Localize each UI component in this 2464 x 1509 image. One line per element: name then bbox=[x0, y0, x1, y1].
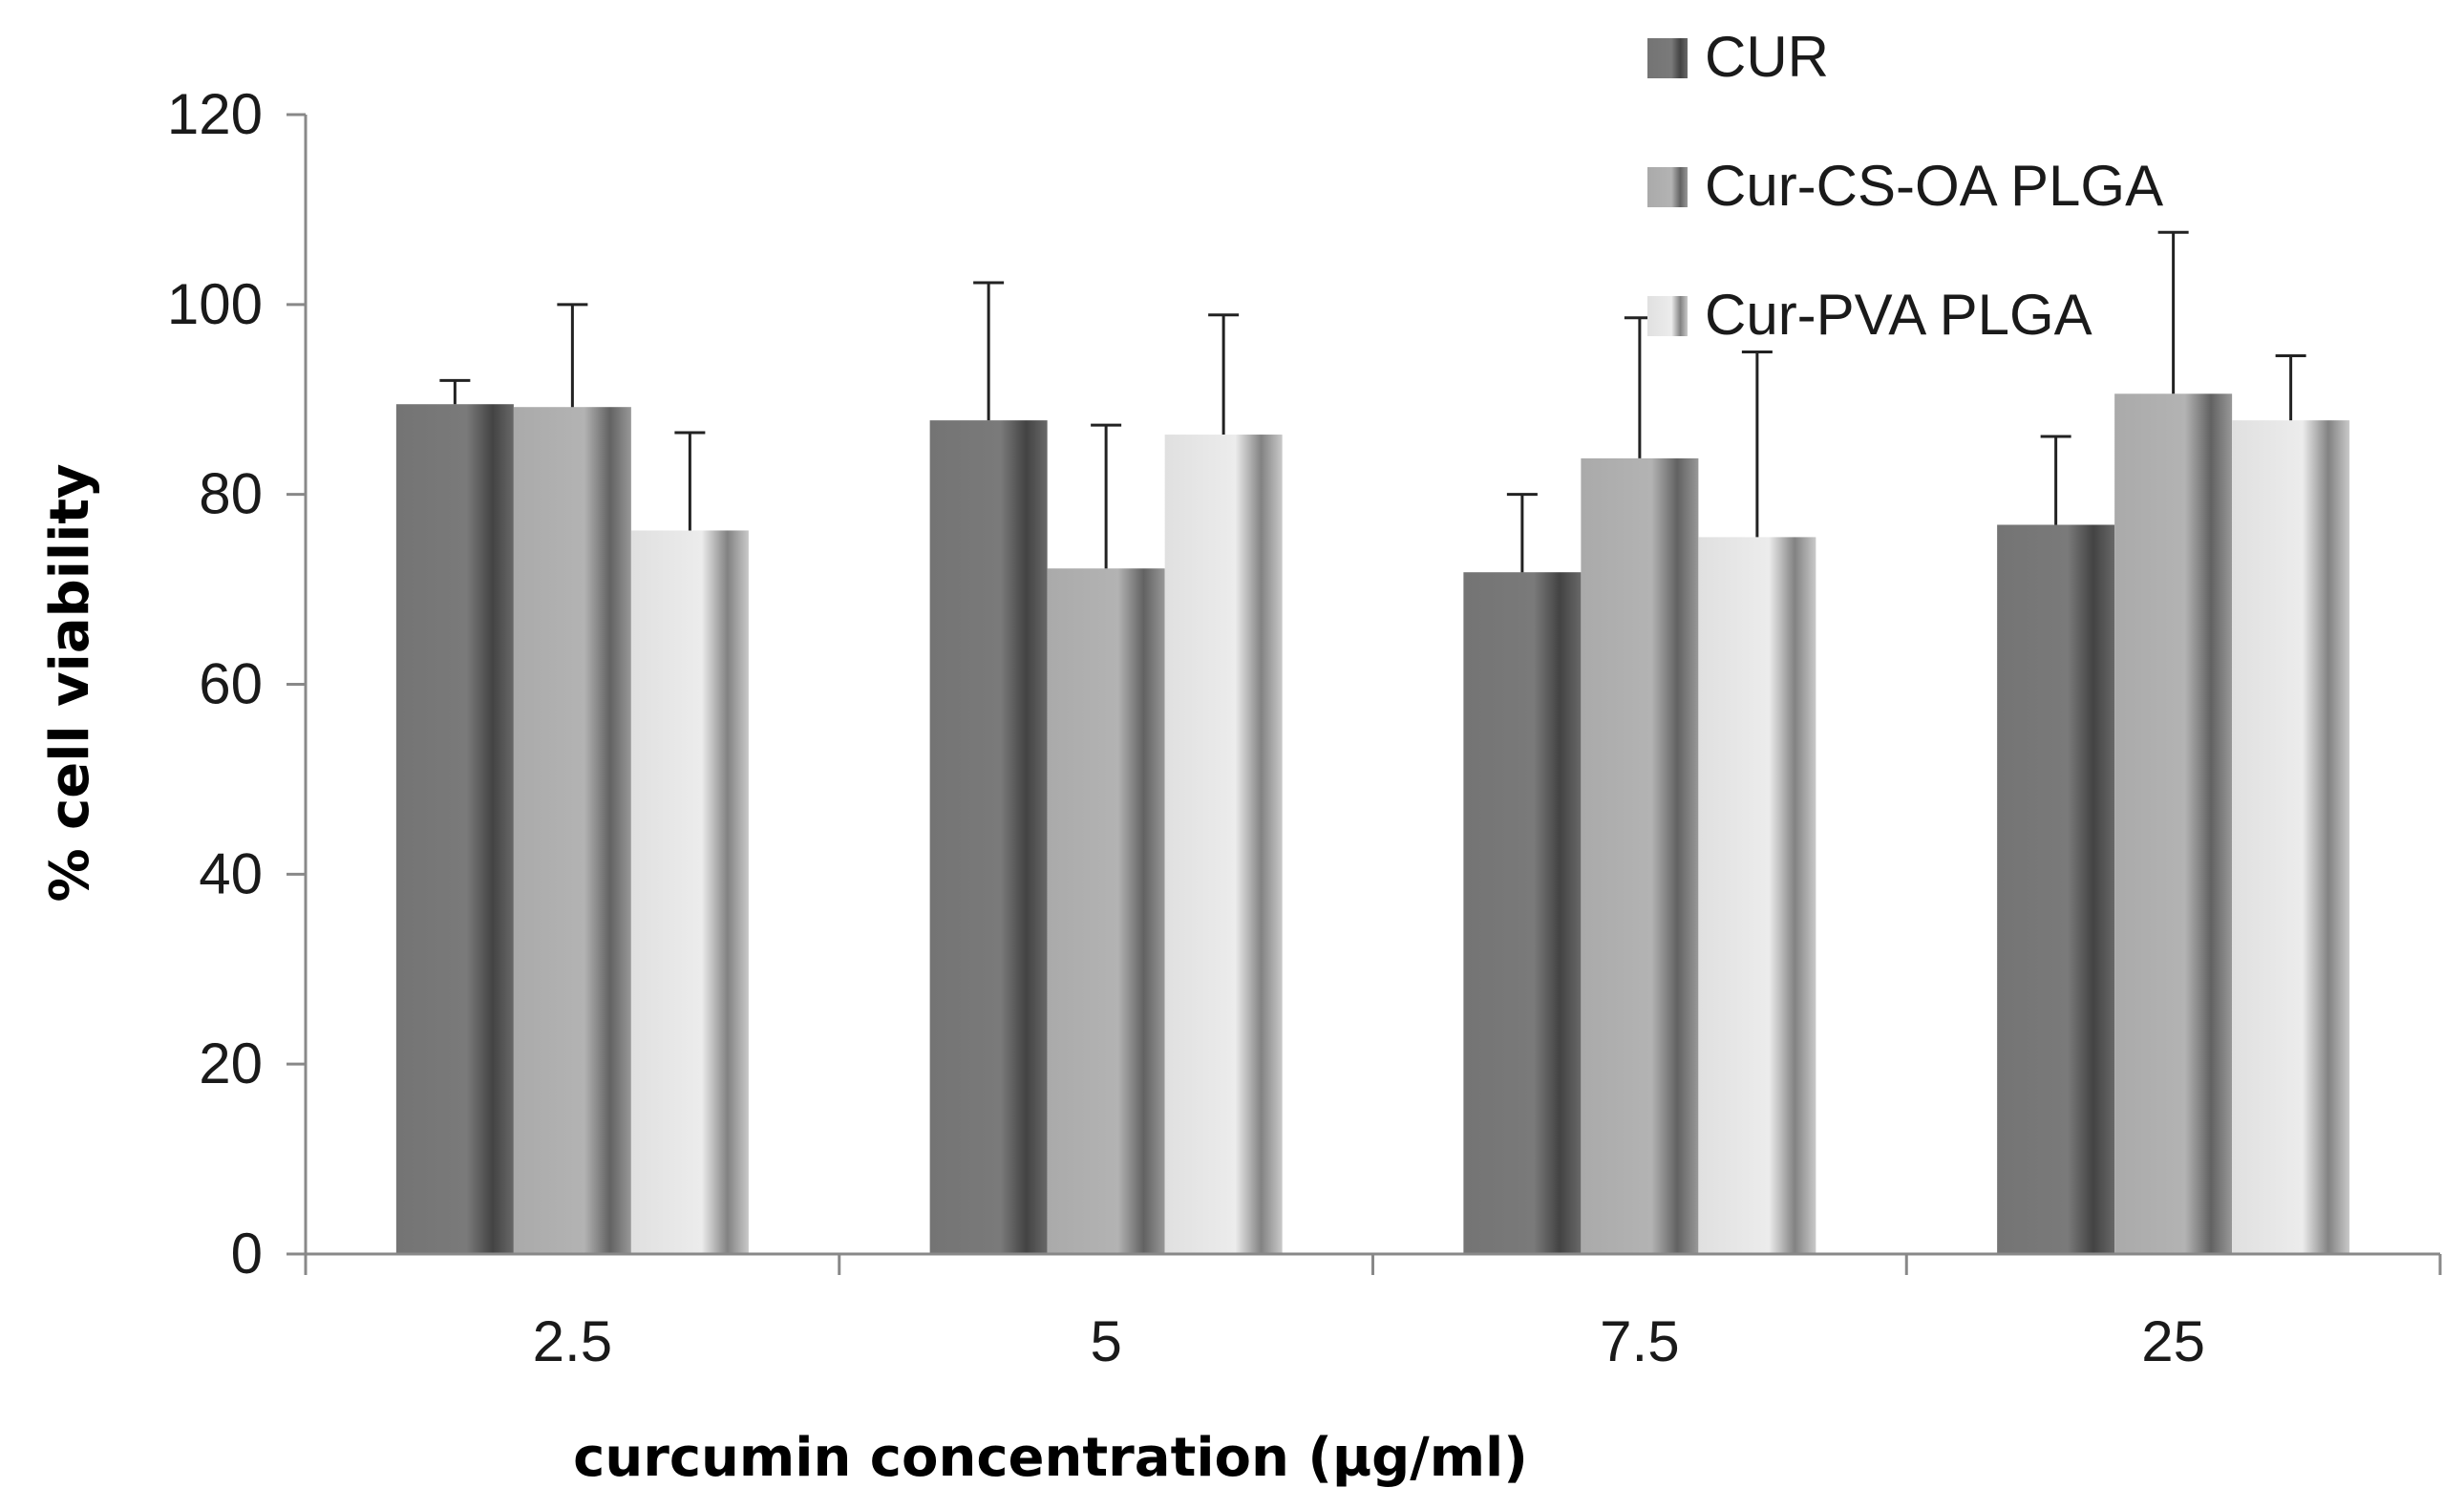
legend-swatch bbox=[1647, 296, 1688, 336]
y-tick-label: 120 bbox=[167, 82, 263, 146]
x-tick-label: 5 bbox=[1090, 1309, 1121, 1373]
bar-cur-cs-oa-plga-7-5 bbox=[1581, 457, 1699, 1255]
error-bars-layer bbox=[439, 230, 2306, 573]
x-tick-label: 25 bbox=[2141, 1309, 2205, 1373]
x-tick-label: 7.5 bbox=[1600, 1309, 1679, 1373]
legend-swatch bbox=[1647, 38, 1688, 78]
y-tick-label: 0 bbox=[231, 1222, 263, 1286]
y-tick-label: 40 bbox=[199, 841, 263, 905]
y-tick-label: 60 bbox=[199, 652, 263, 716]
bars-layer bbox=[395, 393, 2350, 1255]
x-axis-title: curcumin concentration (µg/ml) bbox=[573, 1427, 1528, 1489]
bar-cur-5 bbox=[929, 420, 1048, 1254]
bar-cur-pva-plga-25 bbox=[2232, 420, 2350, 1254]
bar-cur-2-5 bbox=[395, 404, 514, 1254]
bar-cur-7-5 bbox=[1463, 572, 1582, 1254]
bar-cur-cs-oa-plga-5 bbox=[1047, 568, 1165, 1254]
x-tick-label: 2.5 bbox=[533, 1309, 612, 1373]
legend-label: Cur-PVA PLGA bbox=[1705, 283, 2092, 347]
y-tick-label: 100 bbox=[167, 272, 263, 336]
legend-label: CUR bbox=[1705, 25, 1829, 89]
bar-cur-25 bbox=[1997, 524, 2115, 1254]
y-tick-label: 20 bbox=[199, 1031, 263, 1095]
bar-cur-pva-plga-5 bbox=[1164, 435, 1283, 1254]
ticks-layer: 0 20 40 60 80 100 120 2.5 5 7.5 25 bbox=[167, 82, 2442, 1373]
legend-label: Cur-CS-OA PLGA bbox=[1705, 154, 2163, 218]
y-tick-label: 80 bbox=[199, 462, 263, 526]
legend: CUR Cur-CS-OA PLGA Cur-PVA PLGA bbox=[1647, 25, 2163, 347]
bar-cur-pva-plga-2-5 bbox=[630, 530, 749, 1254]
bar-cur-cs-oa-plga-2-5 bbox=[513, 407, 631, 1254]
bar-cur-cs-oa-plga-25 bbox=[2114, 393, 2233, 1254]
bar-cur-pva-plga-7-5 bbox=[1698, 537, 1816, 1254]
legend-swatch bbox=[1647, 167, 1688, 207]
y-axis-title: % cell viability bbox=[39, 463, 101, 902]
